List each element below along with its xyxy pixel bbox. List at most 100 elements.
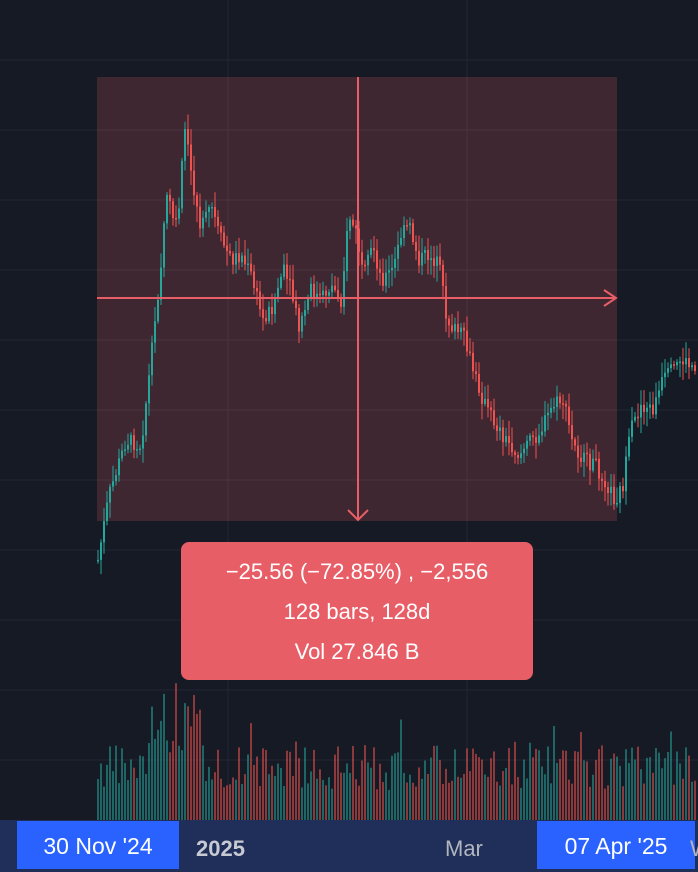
volume-bar (634, 759, 636, 820)
candle-body (136, 449, 138, 451)
candle-body (361, 252, 363, 265)
volume-bar (580, 732, 582, 820)
candle-body (355, 225, 357, 229)
candle-body (226, 245, 228, 251)
candle-body (172, 201, 174, 218)
candle-body (331, 285, 333, 293)
candle-body (403, 225, 405, 238)
candle-body (553, 406, 555, 409)
down-arrowhead-icon (347, 509, 369, 522)
volume-bar (397, 752, 399, 820)
candle-body (511, 442, 513, 453)
volume-bar (442, 783, 444, 820)
volume-bar (373, 747, 375, 820)
volume-bar (271, 765, 273, 820)
candle-body (439, 256, 441, 265)
volume-bar (613, 753, 615, 820)
volume-bar (652, 772, 654, 820)
volume-bar (583, 760, 585, 820)
candle-body (514, 452, 516, 456)
candle-body (247, 263, 249, 266)
candle-body (289, 278, 291, 281)
candle-body (547, 412, 549, 416)
volume-bar (166, 740, 168, 820)
candle-body (520, 453, 522, 458)
volume-bar (445, 768, 447, 820)
volume-bar (259, 786, 261, 820)
volume-bar (421, 778, 423, 820)
volume-bar (118, 783, 120, 820)
candle-body (391, 267, 393, 271)
candle-body (634, 416, 636, 421)
volume-bar (511, 784, 513, 820)
candle-body (544, 415, 546, 432)
right-arrowhead-icon (603, 289, 618, 307)
volume-bar (472, 748, 474, 820)
axis-label-year: 2025 (196, 836, 245, 861)
volume-bar (151, 706, 153, 820)
volume-bar (334, 754, 336, 820)
volume-bar (205, 780, 207, 820)
volume-bar (610, 758, 612, 820)
volume-bar (292, 776, 294, 820)
volume-bar (655, 747, 657, 820)
volume-bar (649, 757, 651, 820)
volume-bar (568, 779, 570, 820)
volume-bar (199, 709, 201, 820)
candle-body (166, 194, 168, 224)
volume-bar (571, 783, 573, 820)
volume-bar (658, 752, 660, 820)
candle-body (115, 475, 117, 482)
candle-body (628, 436, 630, 457)
volume-bar (376, 789, 378, 820)
candle-body (307, 297, 309, 310)
volume-bar (184, 703, 186, 820)
candle-body (295, 301, 297, 309)
volume-bar (502, 771, 504, 820)
volume-bar (631, 747, 633, 820)
volume-bar (322, 779, 324, 820)
candle-body (454, 323, 456, 332)
candle-body (397, 244, 399, 259)
volume-bar (370, 767, 372, 820)
volume-bar (181, 750, 183, 820)
candle-body (451, 325, 453, 332)
candle-body (463, 327, 465, 331)
candle-body (298, 308, 300, 332)
volume-bar (661, 768, 663, 820)
candle-body (127, 444, 129, 450)
candle-body (205, 211, 207, 218)
candle-body (643, 404, 645, 412)
chart-canvas[interactable] (0, 0, 698, 820)
candle-body (97, 559, 99, 562)
candle-body (178, 208, 180, 219)
volume-bar (139, 755, 141, 820)
volume-bar (169, 752, 171, 820)
candle-body (319, 293, 321, 296)
candle-body (655, 397, 657, 415)
candle-body (574, 439, 576, 446)
candle-body (175, 217, 177, 220)
candle-body (103, 521, 105, 543)
candle-body (517, 455, 519, 458)
candle-body (382, 272, 384, 286)
candle-body (343, 271, 345, 307)
volume-bar (316, 778, 318, 820)
candle-body (505, 436, 507, 443)
candle-body (328, 292, 330, 296)
candle-body (364, 264, 366, 267)
volume-bar (538, 750, 540, 820)
candle-body (301, 315, 303, 332)
candle-body (139, 448, 141, 451)
volume-bar (355, 779, 357, 820)
volume-bar (142, 756, 144, 820)
candle-body (484, 398, 486, 404)
volume-bar (592, 774, 594, 820)
measure-tooltip: −25.56 (−72.85%) , −2,556 128 bars, 128d… (181, 542, 533, 680)
volume-bar (499, 785, 501, 820)
candle-body (373, 248, 375, 251)
candle-body (616, 502, 618, 505)
volume-bar (529, 742, 531, 820)
volume-bar (367, 762, 369, 820)
candle-body (367, 254, 369, 266)
